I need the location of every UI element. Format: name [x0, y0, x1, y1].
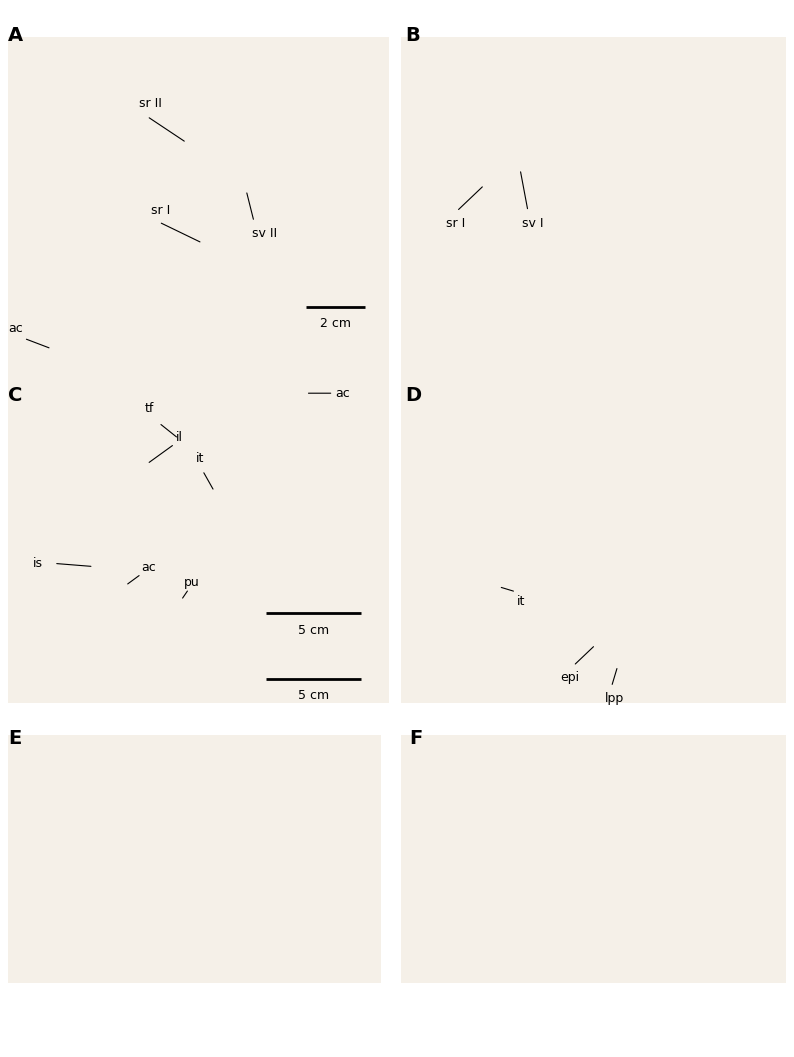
Text: 5 cm: 5 cm	[298, 624, 330, 636]
Text: ac: ac	[141, 561, 156, 574]
FancyBboxPatch shape	[8, 37, 389, 703]
FancyBboxPatch shape	[401, 735, 786, 983]
Text: sr II: sr II	[139, 97, 162, 110]
Text: sr I: sr I	[151, 204, 170, 217]
Text: epi: epi	[560, 671, 579, 684]
FancyBboxPatch shape	[401, 37, 786, 703]
Text: sv I: sv I	[522, 217, 544, 229]
Text: lpp: lpp	[605, 692, 624, 705]
Text: A: A	[8, 26, 23, 45]
Text: B: B	[405, 26, 420, 45]
FancyBboxPatch shape	[8, 396, 389, 655]
Text: is: is	[33, 557, 44, 570]
Text: D: D	[405, 386, 421, 405]
Text: it: it	[196, 452, 205, 465]
FancyBboxPatch shape	[8, 735, 381, 983]
Text: C: C	[8, 386, 22, 405]
Text: ac: ac	[8, 322, 23, 335]
Text: F: F	[409, 729, 422, 748]
Text: tf: tf	[145, 403, 154, 415]
Text: ac: ac	[335, 387, 350, 400]
Text: 2 cm: 2 cm	[319, 317, 351, 330]
FancyBboxPatch shape	[401, 396, 786, 655]
Text: E: E	[8, 729, 21, 748]
Text: pu: pu	[184, 576, 200, 589]
Text: sv II: sv II	[252, 227, 278, 240]
Text: 5 cm: 5 cm	[298, 689, 330, 702]
Text: it: it	[517, 595, 526, 608]
Text: sr I: sr I	[446, 217, 465, 229]
Text: il: il	[176, 431, 183, 444]
